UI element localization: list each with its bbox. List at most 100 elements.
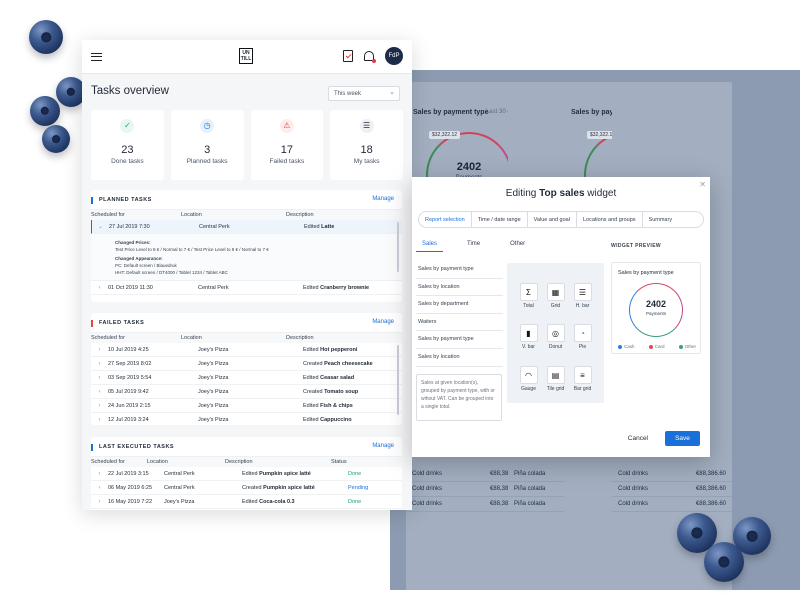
stat-card-planned[interactable]: ◷ 3 Planned tasks [170,110,244,180]
wizard-steps: Report selection Time / date range Value… [418,211,704,228]
category-tabs: Sales Time Other [416,241,531,252]
chevron-down-icon[interactable]: ⌄ [97,224,104,230]
chart-type-gauge[interactable]: ◠ Gauge [515,365,542,397]
blueberry-decoration [704,542,744,582]
chevron-right-icon[interactable]: › [98,388,101,395]
stat-card-done[interactable]: ✓ 23 Done tasks [91,110,164,180]
chart-type-vbar[interactable]: ▮ V. bar [515,324,542,355]
clipboard-icon[interactable] [343,50,353,62]
menu-icon[interactable] [91,52,102,61]
save-button[interactable]: Save [665,431,700,446]
modal-title: Editing Top sales widget [505,188,617,199]
table-row[interactable]: › 22 Jul 2019 3:15 Central Perk Edited Pump… [91,467,402,481]
step-summary[interactable]: Summary [648,216,673,223]
preview-label: WIDGET PREVIEW [611,243,662,249]
status-badge: Done [348,498,362,505]
warning-icon: ⚠ [279,119,294,133]
chevron-right-icon[interactable]: › [98,374,101,381]
step-value-goal[interactable]: Value and goal [528,212,577,227]
manage-link[interactable]: Manage [372,443,394,449]
chart-type-grid[interactable]: ▦ Grid [542,283,569,314]
table-row[interactable]: › 24 Jun 2019 2:15 Joey's Pizza Edited Fish… [91,399,402,413]
stat-value: 17 [280,144,293,156]
chevron-right-icon[interactable]: › [98,416,101,423]
step-locations[interactable]: Locations and groups [577,212,643,227]
chevron-right-icon[interactable]: › [98,484,101,491]
status-badge: Pending [348,484,369,491]
hbar-icon: ☰ [573,283,592,301]
stat-label: Done tasks [111,158,144,165]
chevron-right-icon[interactable]: › [98,498,101,505]
table-row[interactable]: › 03 Sep 2019 5:54 Joey's Pizza Edited Ceas… [91,371,402,385]
table-row[interactable]: › 16 May 2019 7:22 Joey's Pizza Edited Coca… [91,495,402,509]
chart-type-pie[interactable]: ◔ Pie [569,324,596,355]
avatar[interactable]: FdP [385,47,403,65]
list-item[interactable]: Sales by payment type [416,261,503,279]
section-title: LAST EXECUTED TASKS [91,444,175,451]
table-row[interactable]: › 05 Jul 2019 9:42 Joey's Pizza Created Tom… [91,385,402,399]
vbar-icon: ▮ [519,324,538,343]
table-row: Cold drinks €88,386.60 [406,467,526,482]
chevron-right-icon[interactable]: › [98,346,101,353]
manage-link[interactable]: Manage [372,319,394,325]
chart-card-period: Last 30 days [485,109,520,115]
edit-widget-modal: ✕ Editing Top sales widget Report select… [412,177,710,457]
status-badge: Done [348,470,362,477]
stat-label: Failed tasks [269,158,305,165]
table-row[interactable]: › 12 Jul 2019 3:24 Joey's Pizza Edited Capp… [91,413,402,425]
period-select[interactable]: This week [328,86,400,101]
blueberry-decoration [30,96,60,126]
list-item[interactable]: Sales by department [416,296,503,314]
chart-type-total[interactable]: Σ Total [515,283,542,314]
sum-icon: Σ [519,283,538,301]
chart-type-hbar[interactable]: ☰ H. bar [569,283,596,314]
list-item[interactable]: Sales by location [416,349,503,367]
step-report-selection[interactable]: Report selection [419,212,472,227]
chevron-right-icon[interactable]: › [98,470,101,477]
table-row[interactable]: › 10 Jul 2019 4:25 Joey's Pizza Edited Hot … [91,343,402,357]
chevron-right-icon[interactable]: › [98,360,101,367]
executed-tasks-card: LAST EXECUTED TASKS Manage Scheduled for L… [91,437,402,510]
pie-icon: ◔ [573,324,592,343]
report-list: Sales by payment type Sales by location … [416,261,503,367]
tab-time[interactable]: Time [467,241,481,247]
table-row[interactable]: ⌄ 27 Jul 2019 7:30 Central Perk Edited La… [91,220,402,234]
donut-value: 2402 [456,161,482,173]
chart-type-donut[interactable]: ◎ Donut [542,324,569,355]
chevron-right-icon[interactable]: › [98,284,101,291]
cancel-button[interactable]: Cancel [618,431,657,446]
step-time-range[interactable]: Time / date range [472,212,528,227]
tab-sales[interactable]: Sales [416,241,444,252]
chart-tooltip: $32,322.12 [587,131,619,139]
stat-value: 23 [121,144,134,156]
close-icon[interactable]: ✕ [699,180,706,189]
failed-tasks-card: FAILED TASKS Manage Scheduled for Location… [91,313,402,425]
donut-icon: ◎ [546,324,565,343]
tab-other[interactable]: Other [510,241,526,247]
task-details: Changed Prices: Test Price Level to 9 € … [91,234,402,281]
chevron-right-icon[interactable]: › [98,402,101,409]
stats-row: ✓ 23 Done tasks ◷ 3 Planned tasks ⚠ 17 F… [82,110,412,180]
preview-title: Sales by payment type [618,270,674,276]
list-item[interactable]: Sales by location [416,279,503,297]
stat-card-my[interactable]: ☰ 18 My tasks [330,110,403,180]
stat-value: 18 [360,144,373,156]
manage-link[interactable]: Manage [372,196,394,202]
list-item[interactable]: Waiters [416,314,503,332]
table-row[interactable]: › 06 May 2019 6:25 Central Perk Created Pum… [91,481,402,495]
chart-type-bar-grid[interactable]: ≡ Bar grid [569,365,596,397]
section-title: FAILED TASKS [91,320,145,327]
blueberry-decoration [56,77,86,107]
bell-icon[interactable] [364,51,376,63]
table-row: Cold drinks €88,386.60 [612,497,732,512]
table-row[interactable]: › 27 Sep 2019 8:02 Joey's Pizza Created Pea… [91,357,402,371]
list-item[interactable]: Sales by payment type [416,331,503,349]
scrollbar[interactable] [397,222,399,272]
chart-type-tile-grid[interactable]: ▤ Tile grid [542,365,569,397]
table-row[interactable]: › 01 Oct 2019 11:30 Central Perk Edited C… [91,281,402,295]
table-row: Cold drinks €88,386.60 [406,497,526,512]
stat-card-failed[interactable]: ⚠ 17 Failed tasks [250,110,324,180]
scrollbar[interactable] [397,345,399,415]
tile-grid-icon: ▤ [546,365,565,384]
